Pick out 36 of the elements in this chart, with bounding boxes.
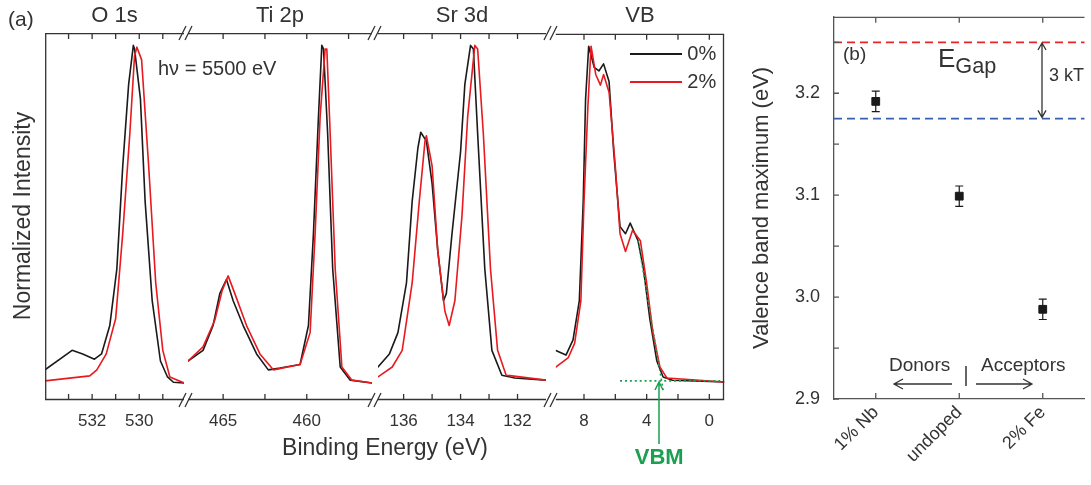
chart-title: Ti 2p: [254, 2, 306, 27]
x-tick-label: 134: [446, 410, 475, 430]
annotation: Acceptors: [981, 354, 1066, 375]
y-axis-title: Valence band maximum (eV): [748, 66, 774, 349]
chart-title: Sr 3d: [434, 2, 490, 27]
y-tick-label: 3.1: [794, 184, 820, 205]
x-tick-label: 4: [641, 410, 652, 430]
y-tick-label: 3.0: [794, 286, 820, 307]
x-tick-label: 460: [292, 410, 321, 430]
x-tick-label: 0: [704, 410, 715, 430]
point: [954, 191, 964, 201]
x-tick-label: 136: [389, 410, 418, 430]
annotation: E$_{Gap}$: [938, 43, 997, 79]
x-tick-label: 132: [503, 410, 532, 430]
x-tick-label: 465: [208, 410, 238, 430]
chart-title: VB: [624, 2, 656, 27]
annotation: 3 kT: [1049, 65, 1085, 85]
x-tick-label: 530: [125, 410, 154, 430]
annotation: VBM: [634, 444, 684, 469]
point: [871, 97, 881, 106]
x-tick-label: 2% Fe: [998, 401, 1050, 453]
legend-label: 0%: [687, 42, 717, 66]
annotation: hν = 5500 eV: [158, 57, 277, 79]
point: [1038, 304, 1048, 314]
x-tick-label: 1% Nb: [829, 401, 883, 455]
y-tick-label: 2.9: [794, 387, 820, 408]
annotation: Donors: [889, 354, 951, 375]
annotation: (b): [843, 43, 867, 64]
text: (a): [8, 7, 34, 30]
legend-label: 2%: [687, 70, 717, 94]
x-tick-label: 532: [77, 410, 107, 430]
y-tick-label: 3.2: [794, 82, 820, 103]
x-axis-title: Binding Energy (eV): [282, 434, 488, 460]
chart-title: O 1s: [90, 2, 139, 27]
x-tick-label: 8: [579, 410, 589, 430]
y-axis-title: Normalized Intensity: [8, 111, 35, 321]
